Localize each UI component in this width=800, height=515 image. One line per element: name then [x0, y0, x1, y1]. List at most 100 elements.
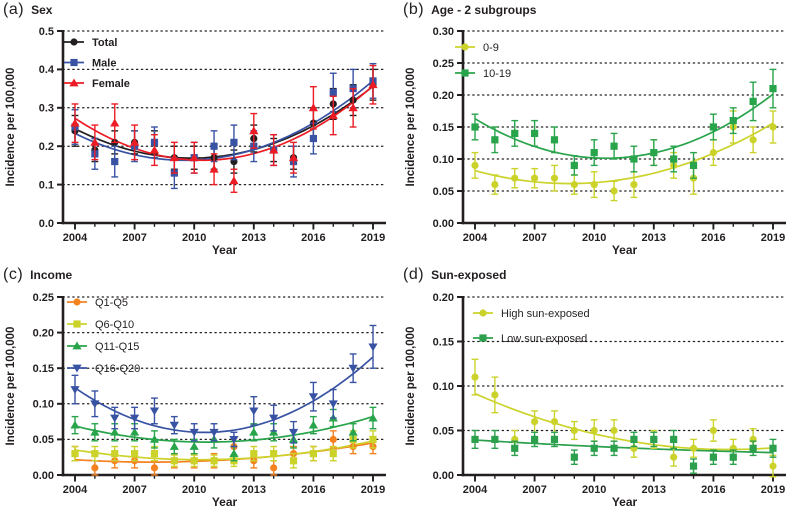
circle-marker	[531, 174, 539, 182]
triangle-up-marker	[348, 103, 358, 112]
square-marker	[461, 69, 469, 77]
legend-label: High sun-exposed	[501, 308, 590, 320]
circle-marker	[670, 453, 678, 461]
square-marker	[590, 149, 598, 157]
x-axis-label: Year	[612, 243, 638, 257]
circle-marker	[471, 161, 479, 169]
x-tick-label: 2016	[701, 232, 725, 244]
gridlines	[462, 30, 787, 192]
circle-marker	[471, 373, 479, 381]
circle-marker	[270, 464, 278, 472]
circle-marker	[590, 181, 598, 189]
y-tick-label: 0.4	[39, 64, 55, 76]
x-tick-label: 2010	[582, 484, 606, 496]
square-marker	[670, 155, 678, 163]
axes: 0.00 0.05 0.10 0.15 0.20 0.25 0.30 2004 2007 2010…	[433, 26, 786, 244]
square-marker	[769, 85, 777, 93]
triangle-up-marker	[249, 427, 259, 436]
square-marker	[91, 450, 99, 458]
triangle-up-marker	[288, 153, 299, 162]
triangle-down-marker	[328, 400, 338, 409]
circle-marker	[570, 426, 578, 435]
square-marker	[630, 155, 638, 163]
triangle-down-marker	[72, 364, 82, 373]
axes: 0.0 0.1 0.2 0.3 0.4 0.5 2004 2007 2010 2013 2016 20…	[39, 26, 386, 244]
y-tick-label: 0.20	[433, 292, 454, 304]
triangle-down-marker	[209, 428, 219, 437]
circle-marker	[689, 444, 698, 452]
x-tick-label: 2013	[242, 484, 266, 496]
triangle-up-marker	[229, 449, 239, 458]
x-tick-label: 2007	[522, 232, 546, 244]
triangle-up-marker	[110, 427, 120, 436]
triangle-up-marker	[149, 145, 160, 154]
circle-marker	[491, 391, 499, 399]
circle-marker	[479, 309, 487, 317]
y-axis-label: Incidence per 100,000	[405, 68, 417, 187]
square-marker	[550, 136, 559, 144]
x-tick-label: 2019	[361, 232, 385, 244]
square-marker	[150, 450, 159, 458]
square-marker	[329, 88, 337, 97]
triangle-down-marker	[130, 414, 140, 423]
square-marker	[491, 435, 499, 443]
panel-b-letter: (b)	[403, 1, 425, 18]
chart-sex-canvas: 0.0 0.1 0.2 0.3 0.4 0.5 2004 2007 2010 2013 2016 20…	[5, 26, 387, 257]
axes: 0.00 0.05 0.10 0.15 0.20 2004 2007 2010 2013 2016…	[433, 292, 786, 496]
y-tick-label: 0.15	[33, 363, 54, 375]
x-tick-label: 2007	[122, 232, 146, 244]
triangle-up-marker	[70, 118, 80, 127]
x-tick-label: 2010	[182, 232, 206, 244]
legend: Q1-Q5 Q6-Q10 Q11-Q15 Q16-Q20	[67, 297, 140, 375]
triangle-up-marker	[249, 126, 259, 135]
y-tick-label: 0.25	[33, 292, 54, 304]
panel-age: (b) Age - 2 subgroups 0.00 0.05 0.10 0.15 0.…	[400, 0, 800, 257]
square-marker	[531, 129, 539, 137]
triangle-down-marker	[269, 414, 279, 423]
triangle-up-marker	[149, 434, 160, 443]
x-tick-label: 2019	[361, 484, 385, 496]
square-marker	[111, 157, 119, 166]
circle-marker	[610, 426, 618, 435]
square-marker	[749, 97, 757, 105]
panel-c-letter: (c)	[3, 266, 24, 283]
legend-label: 0-9	[483, 42, 499, 54]
trend-curve-2	[74, 85, 374, 162]
triangle-down-marker	[288, 428, 299, 437]
x-tick-label: 2019	[761, 484, 785, 496]
square-marker	[491, 136, 499, 144]
series-female	[70, 64, 378, 193]
triangle-up-marker	[90, 137, 100, 146]
square-marker	[590, 444, 598, 452]
panel-d-name: Sun-exposed	[431, 268, 507, 282]
y-tick-label: 0.1	[39, 179, 54, 191]
legend: 0-9 10-19	[455, 42, 511, 80]
square-marker	[511, 444, 519, 452]
square-marker	[689, 161, 698, 169]
triangle-up-marker	[169, 442, 179, 450]
y-tick-label: 0.00	[433, 218, 454, 230]
legend: High sun-exposed Low sun-exposed	[473, 308, 590, 345]
trend-curve-1	[474, 93, 774, 160]
panel-d-title: (d) Sun-exposed	[403, 266, 506, 284]
circle-marker	[610, 187, 618, 195]
circle-marker	[709, 149, 717, 157]
square-marker	[550, 435, 559, 443]
panel-a-name: Sex	[31, 3, 53, 17]
square-marker	[689, 462, 698, 470]
y-tick-label: 0.20	[433, 90, 454, 102]
x-tick-label: 2013	[242, 232, 266, 244]
square-marker	[71, 450, 79, 458]
square-marker	[570, 161, 578, 169]
axes: 0.00 0.05 0.10 0.15 0.20 0.25 2004 2007 2010 2013…	[33, 292, 386, 496]
triangle-up-marker	[69, 78, 79, 87]
trend-curve-0	[474, 122, 774, 185]
square-marker	[709, 123, 717, 131]
x-tick-label: 2019	[761, 232, 785, 244]
square-marker	[471, 435, 479, 443]
panel-a-title: (a) Sex	[3, 1, 52, 19]
triangle-up-marker	[368, 413, 378, 422]
x-tick-label: 2004	[463, 484, 488, 496]
legend-label: Male	[92, 57, 116, 69]
